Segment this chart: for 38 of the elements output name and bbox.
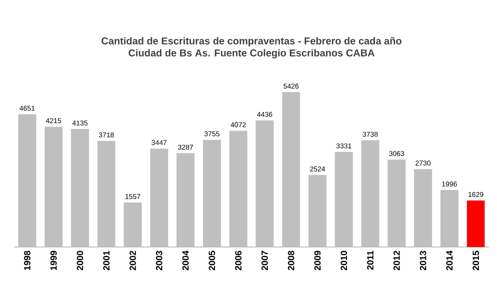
x-tick-label: 1998 [24,250,30,270]
bar [124,202,142,247]
bar [414,169,432,247]
x-tick-label: 2009 [314,250,321,270]
bar [334,152,353,247]
x-tick-label: 2007 [262,250,268,270]
x-tick-label: 2004 [182,250,189,270]
x-tick-label: 2011 [367,250,374,270]
x-tick-label: 2008 [288,250,294,270]
bar [44,126,63,247]
x-tick-label: 2006 [235,250,242,270]
x-tick-label: 2010 [340,250,348,270]
bar [361,140,380,247]
x-tick-label: 2003 [156,250,162,270]
x-tick-label: 2005 [208,250,216,270]
bar [256,120,274,247]
bar [308,174,326,247]
bar [202,140,221,247]
bar [388,160,406,247]
chart-subtitle: Ciudad de Bs As. Fuente Colegio Escribanos CABA [128,49,374,58]
bar [150,148,168,247]
bar [466,200,485,247]
bar [440,190,458,247]
x-tick-label: 2014 [446,250,453,270]
chart-title: Cantidad de Escrituras de compraventas - Febrero de cada año [102,37,402,46]
bar [97,140,116,247]
bar [18,114,36,247]
x-tick-label: 2015 [472,250,480,270]
x-tick-label: 2013 [420,250,426,270]
bar [229,130,248,247]
bar [282,92,300,247]
x-tick-label: 2002 [130,250,136,270]
bar [70,128,89,247]
x-tick-label: 1999 [50,250,57,270]
x-tick-label: 2012 [393,250,400,270]
x-tick-label: 2000 [76,250,84,270]
x-tick-label: 2001 [103,250,110,270]
bar [176,153,195,247]
